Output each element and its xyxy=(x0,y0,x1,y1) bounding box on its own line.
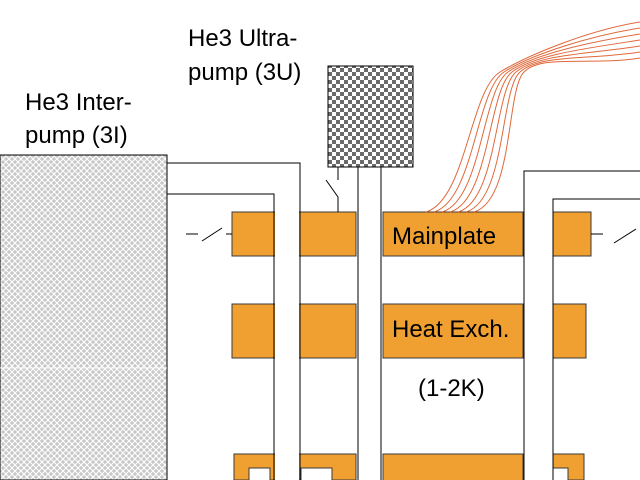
wire-7 xyxy=(473,57,640,213)
mainplate-right xyxy=(552,211,592,257)
heat-switches xyxy=(186,167,637,244)
interpump-body xyxy=(0,154,168,480)
interpump xyxy=(0,154,168,480)
temp-range-label: (1-2K) xyxy=(418,375,485,402)
heat-exch-label: Heat Exch. xyxy=(392,316,509,343)
mainplate-center xyxy=(382,211,524,257)
heat-switch-3u xyxy=(325,167,339,212)
ultrapump-body xyxy=(327,65,414,168)
wire-6 xyxy=(465,51,640,213)
wire-5 xyxy=(457,45,640,213)
bottom-plate-center xyxy=(382,453,524,480)
ultrapump-label-line2: pump (3U) xyxy=(188,59,301,86)
heat-exch-center xyxy=(382,303,524,359)
interpump-label-line2: pump (3I) xyxy=(25,122,128,149)
heat-switch-right xyxy=(591,228,637,244)
wire-1 xyxy=(425,21,640,213)
wire-2 xyxy=(433,27,640,213)
wire-3 xyxy=(441,33,640,213)
bottom-plate-right xyxy=(552,453,585,480)
interpump-label-line1: He3 Inter- xyxy=(25,89,132,116)
mainplate-label: Mainplate xyxy=(392,223,496,250)
heat-switch-left xyxy=(186,227,232,242)
ultrapump-label-line1: He3 Ultra- xyxy=(188,25,297,52)
wiring-bundle xyxy=(425,21,640,213)
heat-exch-right xyxy=(552,303,587,359)
pipe-interiors xyxy=(275,168,552,480)
wire-4 xyxy=(449,39,640,213)
